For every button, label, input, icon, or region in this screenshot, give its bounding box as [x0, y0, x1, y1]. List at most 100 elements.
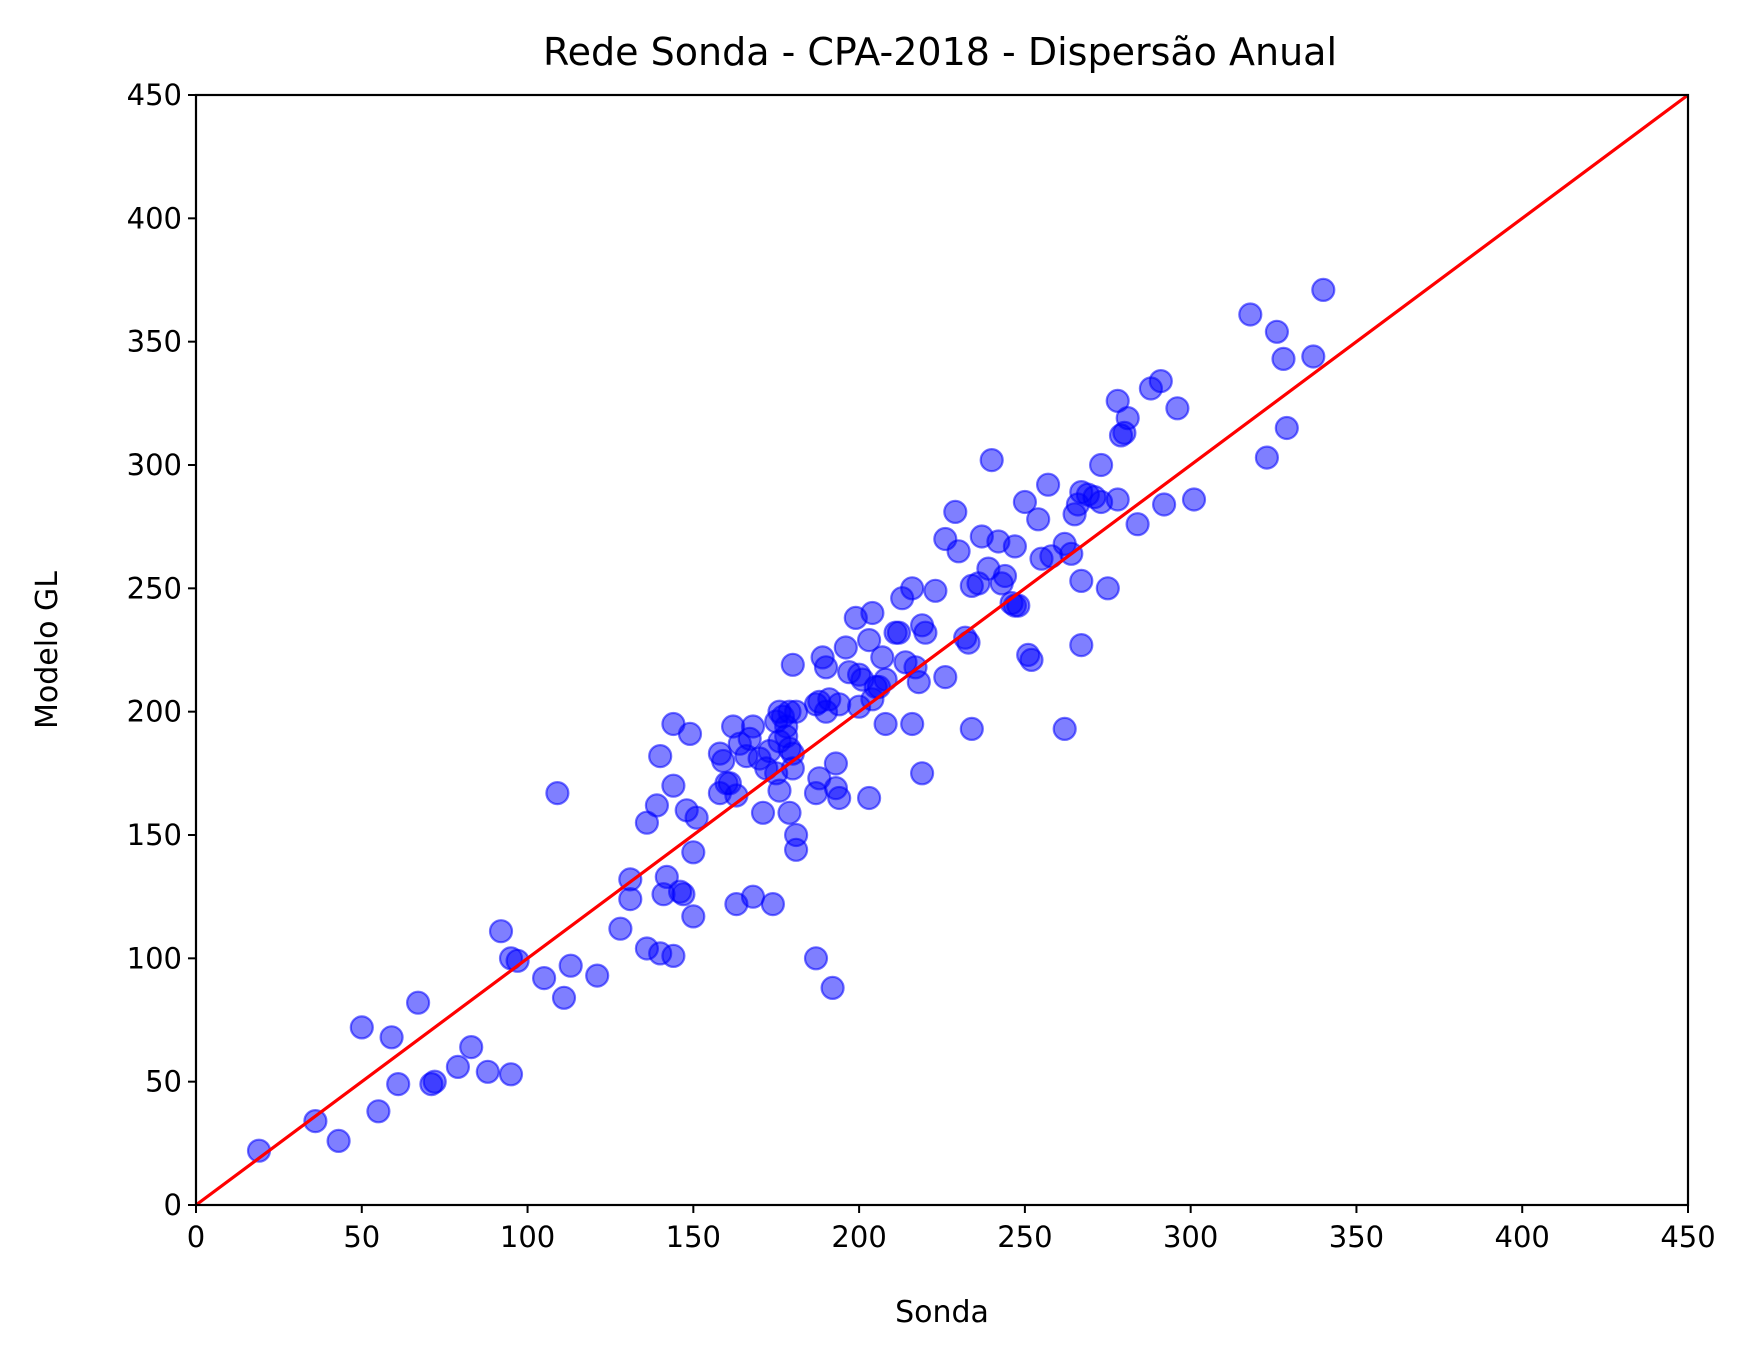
data-point	[681, 840, 706, 865]
data-point	[1264, 319, 1290, 344]
data-point	[1012, 489, 1038, 515]
data-point	[661, 943, 686, 969]
data-point	[445, 1054, 470, 1080]
data-point	[823, 751, 849, 776]
data-point	[644, 793, 670, 818]
data-point	[1271, 346, 1296, 371]
data-point	[740, 884, 766, 909]
data-point	[777, 800, 802, 825]
data-point	[1052, 716, 1077, 742]
data-point	[459, 1034, 484, 1060]
y-axis: 0 50 100 150 200 250 300 350 400 450	[127, 78, 196, 1222]
data-point	[379, 1025, 404, 1050]
data-point	[909, 761, 935, 786]
data-point	[783, 699, 809, 724]
data-point	[780, 652, 805, 677]
y-tick-label: 350	[127, 325, 182, 359]
data-point	[661, 773, 686, 798]
y-tick-label: 400	[127, 201, 182, 235]
data-point	[860, 600, 885, 626]
data-point	[946, 539, 971, 564]
y-tick-label: 50	[145, 1065, 182, 1099]
data-point	[1254, 445, 1280, 470]
data-point	[740, 714, 766, 739]
data-point	[386, 1071, 411, 1097]
data-point	[1238, 302, 1263, 327]
data-point	[1151, 492, 1177, 517]
data-point	[531, 965, 557, 991]
x-tick-label: 300	[1163, 1220, 1218, 1254]
data-point	[558, 953, 583, 978]
x-axis: 0 50 100 150 200 250 300 350 400 450	[187, 1205, 1716, 1254]
data-point	[545, 780, 570, 806]
data-point	[1069, 568, 1094, 594]
data-point	[303, 1108, 328, 1134]
x-tick-label: 200	[831, 1220, 886, 1254]
data-point	[767, 778, 792, 803]
x-tick-label: 0	[187, 1220, 205, 1254]
data-point	[498, 1062, 524, 1087]
chart-title: Rede Sonda - CPA-2018 - Dispersão Anual	[543, 30, 1337, 74]
data-point	[760, 891, 786, 917]
data-point	[900, 711, 925, 737]
data-point	[1088, 452, 1114, 478]
data-point	[933, 664, 958, 690]
data-point	[913, 620, 938, 645]
data-point	[1301, 344, 1326, 369]
x-tick-label: 400	[1495, 1220, 1550, 1254]
data-point	[366, 1099, 391, 1124]
data-point	[671, 882, 696, 907]
data-point	[608, 916, 633, 941]
data-point	[711, 748, 736, 774]
x-tick-label: 150	[666, 1220, 721, 1254]
data-point	[1148, 369, 1173, 394]
data-point	[1095, 576, 1120, 601]
data-point	[992, 563, 1018, 589]
data-point	[833, 635, 858, 660]
data-point	[505, 948, 530, 973]
data-point	[1019, 647, 1044, 673]
data-point	[820, 975, 845, 1001]
data-point	[422, 1069, 447, 1094]
data-point	[684, 805, 709, 830]
data-points	[246, 277, 1336, 1163]
y-tick-label: 200	[127, 695, 182, 729]
data-point	[943, 499, 968, 524]
data-point	[1069, 632, 1094, 658]
data-point	[856, 785, 882, 811]
data-point	[900, 576, 925, 601]
data-point	[681, 904, 706, 929]
data-point	[648, 743, 673, 769]
y-tick-label: 450	[127, 78, 182, 112]
data-point	[585, 963, 610, 988]
reference-line	[195, 93, 1689, 1207]
data-point	[1274, 415, 1299, 441]
data-point	[475, 1059, 500, 1084]
x-axis-label: Sonda	[895, 1295, 989, 1330]
data-point	[827, 785, 852, 811]
data-point	[856, 627, 882, 653]
data-point	[1181, 487, 1207, 512]
data-point	[783, 837, 809, 862]
x-tick-label: 250	[997, 1220, 1052, 1254]
data-point	[923, 578, 948, 603]
data-point	[873, 711, 898, 737]
data-point	[551, 985, 577, 1010]
x-tick-label: 100	[500, 1220, 555, 1254]
data-point	[827, 692, 852, 717]
y-axis-label: Modelo GL	[30, 571, 65, 729]
data-point	[813, 655, 839, 680]
data-point	[1035, 472, 1061, 497]
data-point	[803, 946, 829, 971]
data-point	[1125, 512, 1150, 537]
data-point	[349, 1015, 374, 1040]
x-tick-label: 350	[1329, 1220, 1384, 1254]
y-tick-label: 100	[127, 941, 182, 975]
data-point	[979, 448, 1004, 473]
data-point	[1105, 487, 1130, 512]
data-point	[1115, 406, 1140, 431]
x-tick-label: 450	[1660, 1220, 1715, 1254]
y-tick-label: 0	[164, 1188, 182, 1222]
reference-line-layer	[195, 93, 1689, 1207]
data-point	[959, 716, 984, 742]
